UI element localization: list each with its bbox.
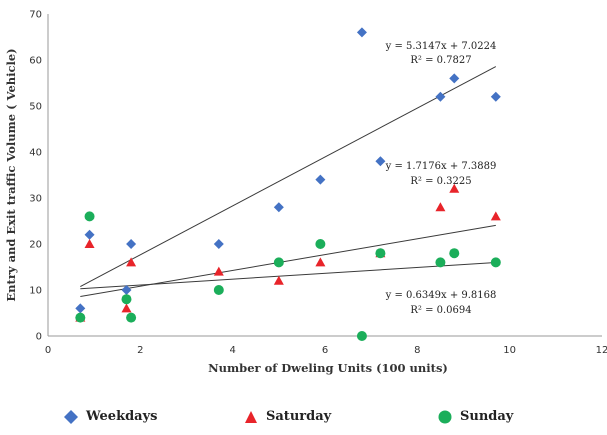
point-sunday — [126, 312, 137, 323]
y-tick-label: 0 — [36, 332, 42, 343]
point-sunday — [121, 294, 132, 305]
point-weekdays — [84, 229, 95, 240]
trendline-weekdays — [80, 66, 497, 288]
trendline-saturday — [80, 224, 496, 297]
trendline-equation: y = 5.3147x + 7.0224 — [385, 41, 497, 52]
x-axis-title: Number of Dweling Units (100 units) — [208, 361, 448, 375]
trendline-annotations: y = 5.3147x + 7.0224 R² = 0.7827 y = 1.717… — [385, 41, 497, 316]
x-tick-label: 10 — [503, 345, 516, 356]
x-tick-label: 0 — [45, 345, 51, 356]
point-saturday — [490, 211, 501, 221]
y-tick-labels: 0 10 20 30 40 50 60 70 — [29, 10, 42, 343]
point-weekdays — [356, 27, 367, 38]
legend-item-weekdays: Weekdays — [64, 409, 157, 424]
y-tick-label: 10 — [29, 286, 42, 297]
point-sunday — [213, 285, 224, 295]
point-sunday — [490, 257, 501, 268]
point-sunday — [273, 257, 284, 268]
point-saturday — [435, 202, 446, 212]
point-sunday — [375, 248, 386, 259]
trendline-equation: y = 1.7176x + 7.3889 — [385, 161, 497, 172]
point-sunday — [84, 211, 95, 222]
y-axis-title: Entry and Exit traffic Volume ( Vehicle) — [4, 48, 18, 301]
legend-label-weekdays: Weekdays — [86, 409, 158, 424]
legend-label-sunday: Sunday — [460, 409, 514, 424]
point-weekdays — [490, 91, 501, 102]
x-tick-labels: 0 2 4 6 8 10 12 — [45, 345, 607, 356]
legend-item-sunday: Sunday — [438, 409, 513, 424]
trendline-r-squared: R² = 0.3225 — [410, 176, 471, 187]
axes — [47, 14, 602, 337]
point-weekdays — [435, 91, 446, 102]
trendlines — [80, 66, 497, 297]
point-weekdays — [75, 303, 86, 314]
point-sunday — [449, 248, 460, 259]
y-tick-label: 50 — [29, 102, 42, 113]
y-tick-label: 60 — [29, 56, 42, 67]
data-points — [75, 27, 501, 341]
y-tick-label: 70 — [29, 10, 42, 21]
y-tick-label: 20 — [29, 240, 42, 251]
point-saturday — [213, 266, 224, 276]
point-sunday — [356, 331, 367, 341]
point-weekdays — [213, 239, 224, 249]
legend-label-saturday: Saturday — [266, 409, 332, 424]
point-weekdays — [273, 202, 284, 213]
point-saturday — [121, 303, 132, 313]
triangle-icon — [245, 410, 257, 423]
diamond-icon — [64, 409, 78, 424]
point-sunday — [435, 257, 446, 268]
x-tick-label: 4 — [229, 345, 235, 356]
point-sunday — [75, 312, 86, 323]
point-weekdays — [315, 174, 326, 185]
circle-icon — [438, 410, 452, 423]
point-saturday — [273, 275, 284, 285]
y-tick-label: 30 — [29, 194, 42, 205]
point-saturday — [126, 257, 137, 267]
trendline-r-squared: R² = 0.7827 — [410, 55, 471, 66]
point-saturday — [315, 257, 326, 267]
trendline-r-squared: R² = 0.0694 — [410, 305, 471, 316]
point-sunday — [315, 239, 326, 249]
point-saturday — [449, 183, 460, 193]
x-tick-label: 12 — [596, 345, 607, 356]
point-weekdays — [126, 239, 137, 249]
x-tick-label: 8 — [414, 345, 420, 356]
x-tick-label: 2 — [137, 345, 143, 356]
trendline-sunday — [80, 262, 496, 290]
x-tick-label: 6 — [322, 345, 328, 356]
y-tick-label: 40 — [29, 148, 42, 159]
point-weekdays — [121, 285, 132, 295]
point-weekdays — [375, 156, 386, 167]
legend-item-saturday: Saturday — [244, 409, 331, 424]
point-weekdays — [449, 73, 460, 84]
scatter-chart: 0 10 20 30 40 50 60 70 0 2 4 6 8 10 12 y = 5.3147x + … — [4, 10, 607, 376]
point-saturday — [84, 239, 95, 248]
trendline-equation: y = 0.6349x + 9.8168 — [385, 290, 497, 301]
legend: Weekdays Saturday Sunday — [0, 405, 607, 433]
